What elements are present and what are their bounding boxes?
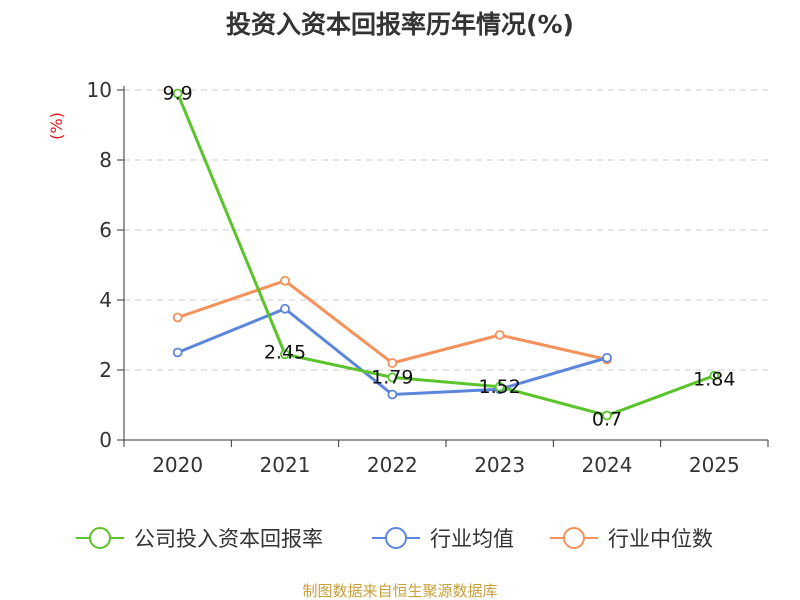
y-tick-label: 0 (99, 428, 112, 452)
data-point (602, 352, 612, 363)
data-point (494, 381, 505, 392)
legend-label: 行业均值 (430, 527, 514, 551)
data-point (280, 275, 290, 286)
data-point (280, 303, 290, 314)
data-point (172, 88, 183, 99)
data-point (172, 312, 183, 323)
data-label: 1.79 (371, 366, 413, 388)
data-point (172, 347, 183, 358)
series-line (176, 92, 715, 417)
source-note: 制图数据来自恒生聚源数据库 (302, 582, 497, 600)
y-tick-label: 8 (99, 148, 112, 172)
x-tick-label: 2024 (582, 453, 633, 477)
data-point (387, 389, 398, 400)
data-point (280, 349, 290, 360)
series-line (177, 279, 608, 365)
legend-marker (563, 527, 585, 549)
data-point (387, 358, 398, 368)
x-tick-label: 2021 (260, 453, 311, 477)
legend-marker (89, 527, 111, 549)
legend-marker (385, 527, 407, 549)
data-label: 9.9 (163, 83, 193, 105)
legend: 公司投入资本回报率 行业均值 行业中位数 (76, 527, 713, 551)
x-tick-label: 2020 (152, 453, 203, 477)
legend-label: 公司投入资本回报率 (134, 527, 323, 551)
x-tick-label: 2022 (367, 453, 418, 477)
data-point (494, 330, 505, 340)
y-tick-label: 2 (99, 358, 112, 382)
y-tick-label: 10 (87, 78, 112, 102)
x-tick-label: 2025 (689, 453, 740, 477)
data-label: 0.7 (592, 409, 622, 431)
chart-title: 投资入资本回报率历年情况(%) (226, 10, 574, 39)
data-label: 1.52 (479, 376, 521, 398)
x-tick-label: 2023 (474, 453, 525, 477)
data-point (709, 370, 720, 381)
axes: 0 2 4 6 8 10 2020 2021 2022 2023 2024 2025 (87, 78, 769, 477)
data-labels: 9.9 2.45 1.79 1.52 0.7 1.84 (163, 83, 736, 431)
data-label: 1.84 (693, 369, 735, 391)
y-tick-label: 4 (99, 288, 112, 312)
series-group (172, 88, 720, 421)
data-label: 2.45 (264, 341, 306, 363)
legend-label: 行业中位数 (608, 527, 713, 551)
grid-lines (124, 89, 768, 371)
data-point (387, 372, 398, 383)
y-tick-label: 6 (99, 218, 112, 242)
y-axis-unit: (%) (47, 112, 66, 140)
data-point (602, 410, 612, 421)
